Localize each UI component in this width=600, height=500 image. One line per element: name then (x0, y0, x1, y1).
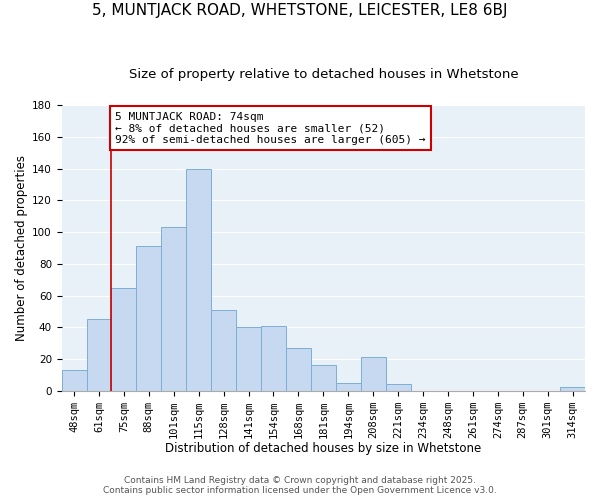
Bar (386, 384, 410, 390)
Y-axis label: Number of detached properties: Number of detached properties (15, 155, 28, 341)
Bar (112, 288, 136, 391)
X-axis label: Distribution of detached houses by size in Whetstone: Distribution of detached houses by size … (165, 442, 481, 455)
Bar (311, 365, 336, 390)
Bar (86, 320, 112, 390)
Bar (186, 168, 211, 390)
Bar (560, 388, 585, 390)
Bar (361, 358, 386, 390)
Bar (211, 310, 236, 390)
Bar (136, 246, 161, 390)
Bar (336, 382, 361, 390)
Bar (286, 348, 311, 391)
Text: 5, MUNTJACK ROAD, WHETSTONE, LEICESTER, LE8 6BJ: 5, MUNTJACK ROAD, WHETSTONE, LEICESTER, … (92, 2, 508, 18)
Bar (161, 228, 186, 390)
Text: 5 MUNTJACK ROAD: 74sqm
← 8% of detached houses are smaller (52)
92% of semi-deta: 5 MUNTJACK ROAD: 74sqm ← 8% of detached … (115, 112, 426, 145)
Bar (261, 326, 286, 390)
Bar (62, 370, 86, 390)
Text: Contains HM Land Registry data © Crown copyright and database right 2025.
Contai: Contains HM Land Registry data © Crown c… (103, 476, 497, 495)
Title: Size of property relative to detached houses in Whetstone: Size of property relative to detached ho… (128, 68, 518, 80)
Bar (236, 327, 261, 390)
